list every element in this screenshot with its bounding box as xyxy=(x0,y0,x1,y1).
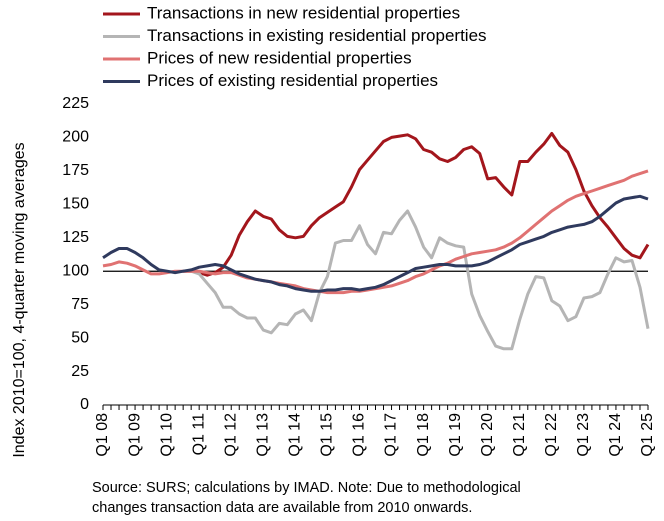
y-axis-label: Index 2010=100, 4-quarter moving average… xyxy=(11,142,28,457)
x-tick-label: Q1 09 xyxy=(126,413,143,457)
x-tick-label: Q1 25 xyxy=(639,413,656,457)
x-tick-label: Q1 11 xyxy=(190,413,207,456)
x-tick-label: Q1 14 xyxy=(287,413,304,457)
x-tick-label: Q1 08 xyxy=(94,413,111,457)
legend-label: Prices of new residential properties xyxy=(147,48,412,67)
y-tick-label: 75 xyxy=(71,296,89,313)
x-tick-label: Q1 16 xyxy=(351,413,368,457)
x-tick-label: Q1 15 xyxy=(319,413,336,457)
x-tick-label: Q1 18 xyxy=(415,413,432,457)
y-tick-label: 50 xyxy=(71,329,89,346)
series-line xyxy=(102,194,649,293)
legend-label: Transactions in existing residential pro… xyxy=(147,26,487,45)
legend-label: Prices of existing residential propertie… xyxy=(147,71,438,90)
legend-label: Transactions in new residential properti… xyxy=(147,3,460,22)
x-tick-label: Q1 17 xyxy=(383,413,400,457)
y-tick-label: 25 xyxy=(71,363,89,380)
y-tick-label: 0 xyxy=(80,396,89,413)
y-tick-label: 225 xyxy=(62,95,89,112)
note: Source: SURS; calculations by IMAD. Note… xyxy=(92,480,521,496)
x-tick-label: Q1 24 xyxy=(607,413,624,457)
series-line xyxy=(183,131,650,277)
x-tick-label: Q1 13 xyxy=(255,413,272,457)
y-tick-label: 150 xyxy=(62,196,89,213)
x-tick-label: Q1 23 xyxy=(575,413,592,457)
y-tick-label: 200 xyxy=(62,129,89,146)
x-tick-label: Q1 12 xyxy=(222,413,239,457)
x-tick-label: Q1 10 xyxy=(158,413,175,457)
x-tick-label: Q1 22 xyxy=(543,413,560,457)
series-line xyxy=(102,169,649,295)
y-tick-label: 175 xyxy=(62,162,89,179)
y-tick-label: 125 xyxy=(62,229,89,246)
series-line xyxy=(183,209,650,351)
x-tick-label: Q1 21 xyxy=(511,413,528,457)
x-tick-label: Q1 19 xyxy=(447,413,464,457)
y-tick-label: 100 xyxy=(62,262,89,279)
note: changes transaction data are available f… xyxy=(92,500,472,516)
x-tick-label: Q1 20 xyxy=(479,413,496,457)
